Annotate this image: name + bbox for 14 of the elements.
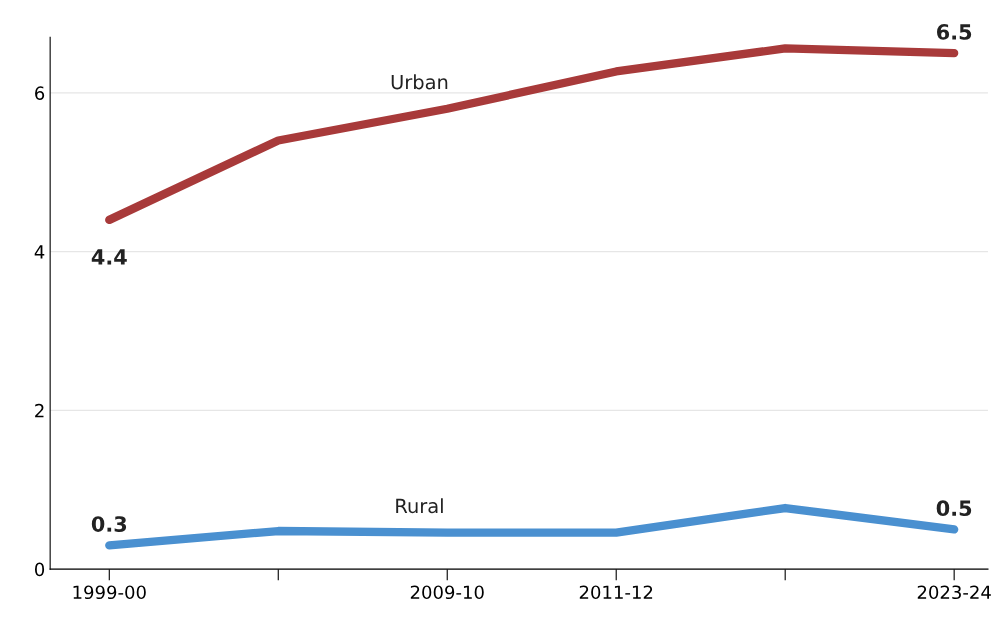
y-tick-label: 4 bbox=[34, 245, 45, 259]
x-tick-label: 2011-12 bbox=[579, 585, 653, 600]
x-tick-label: 1999-00 bbox=[73, 585, 146, 600]
y-tick-label: 2 bbox=[35, 403, 44, 418]
series-label: Urban bbox=[391, 74, 448, 90]
y-tick-label: 6 bbox=[35, 86, 45, 100]
data-label: 4.4 bbox=[91, 249, 127, 265]
x-tick-label: 2023-24 bbox=[917, 585, 991, 600]
y-tick-label: 0 bbox=[34, 562, 45, 577]
data-label: 0.3 bbox=[91, 516, 127, 532]
data-label: 6.5 bbox=[937, 24, 972, 40]
x-tick-label: 2009-10 bbox=[410, 585, 484, 600]
data-label: 0.5 bbox=[936, 500, 972, 517]
series-label: Rural bbox=[396, 498, 443, 514]
